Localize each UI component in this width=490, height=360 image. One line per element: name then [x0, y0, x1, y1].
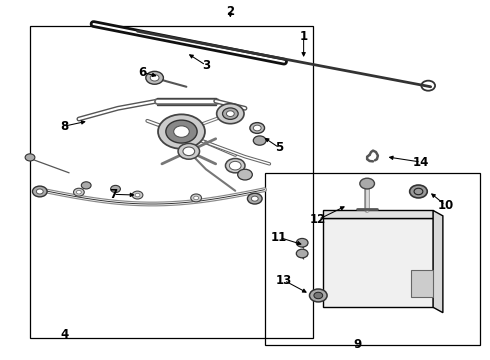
Text: 3: 3: [202, 59, 210, 72]
Text: 6: 6: [138, 66, 147, 79]
Circle shape: [166, 120, 197, 143]
Circle shape: [135, 193, 140, 197]
Text: 11: 11: [271, 231, 287, 244]
Circle shape: [81, 182, 91, 189]
Circle shape: [111, 185, 121, 193]
Circle shape: [74, 188, 84, 196]
Circle shape: [296, 249, 308, 258]
Polygon shape: [433, 211, 443, 313]
Circle shape: [158, 114, 205, 149]
Bar: [323, 218, 433, 307]
Polygon shape: [411, 270, 433, 297]
Circle shape: [178, 143, 199, 159]
Circle shape: [314, 292, 323, 299]
Text: 9: 9: [353, 338, 362, 351]
Circle shape: [183, 147, 195, 156]
Text: 12: 12: [310, 213, 326, 226]
Circle shape: [238, 169, 252, 180]
Circle shape: [225, 158, 245, 173]
Circle shape: [217, 104, 244, 124]
Circle shape: [76, 190, 81, 194]
Circle shape: [360, 178, 374, 189]
Text: 1: 1: [299, 30, 308, 43]
Text: 4: 4: [60, 328, 68, 341]
Circle shape: [150, 75, 159, 81]
Circle shape: [194, 196, 198, 200]
Text: 13: 13: [276, 274, 292, 287]
Text: 8: 8: [60, 120, 68, 133]
Circle shape: [222, 108, 238, 120]
Circle shape: [146, 71, 163, 84]
Circle shape: [251, 196, 258, 201]
Circle shape: [132, 191, 143, 199]
Circle shape: [226, 111, 234, 117]
Text: 2: 2: [226, 5, 234, 18]
Circle shape: [229, 161, 241, 170]
Text: 5: 5: [275, 141, 283, 154]
Bar: [265, 173, 480, 345]
Circle shape: [191, 194, 201, 202]
Circle shape: [250, 123, 265, 134]
Circle shape: [296, 238, 308, 247]
Circle shape: [36, 189, 43, 194]
Circle shape: [173, 126, 189, 137]
Text: 7: 7: [109, 188, 117, 201]
Circle shape: [410, 185, 427, 198]
Circle shape: [25, 154, 35, 161]
Polygon shape: [323, 211, 433, 218]
Circle shape: [310, 289, 327, 302]
Text: 14: 14: [413, 156, 429, 168]
Text: 10: 10: [437, 199, 453, 212]
Circle shape: [253, 125, 261, 131]
Circle shape: [247, 193, 262, 204]
Circle shape: [32, 186, 47, 197]
Bar: [30, 26, 314, 338]
Circle shape: [253, 136, 266, 145]
